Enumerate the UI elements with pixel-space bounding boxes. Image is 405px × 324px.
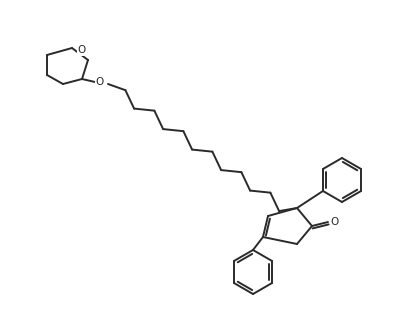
Text: O: O — [78, 45, 86, 55]
Text: O: O — [96, 77, 104, 87]
Text: O: O — [330, 217, 338, 227]
